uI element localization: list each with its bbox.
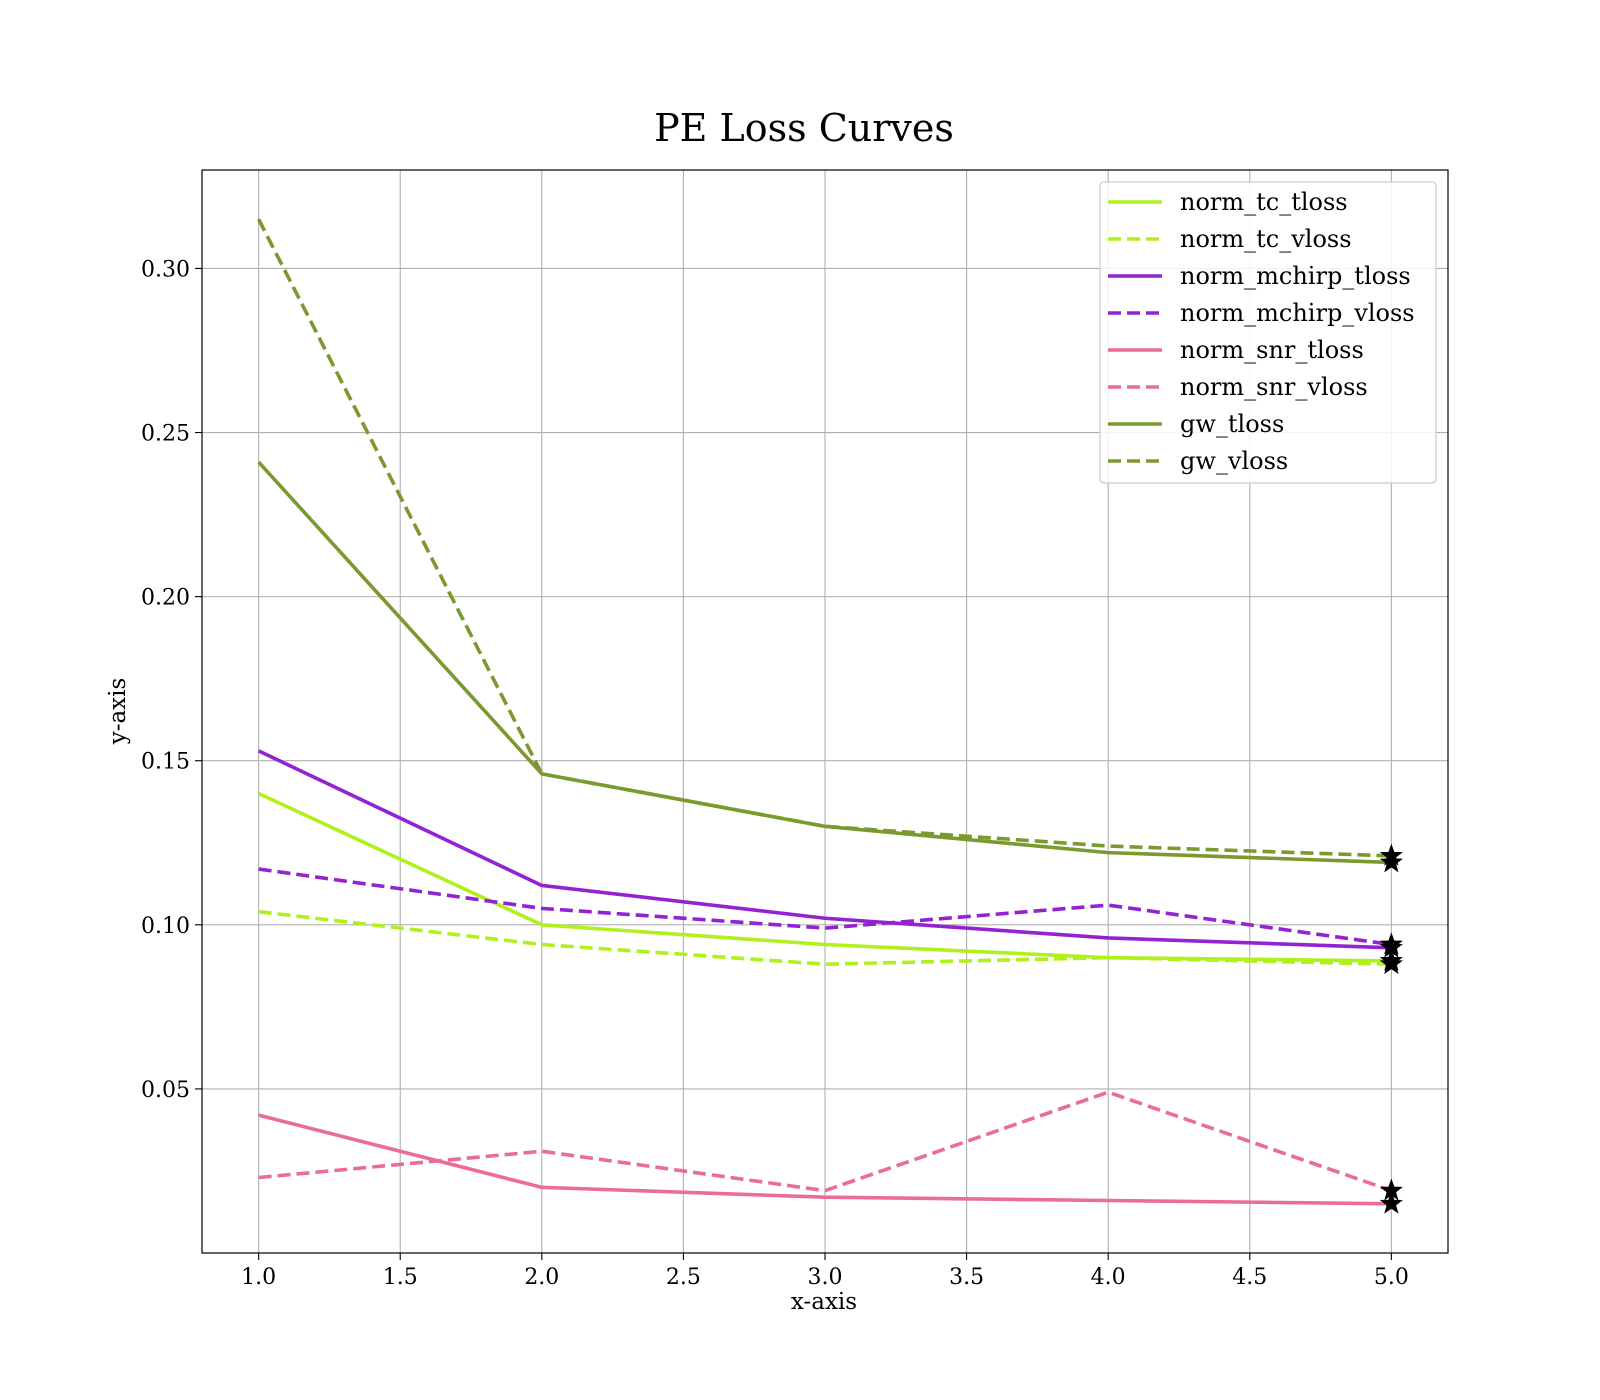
end-star-marker-gw_tloss (1379, 850, 1403, 873)
end-star-marker-norm_mchirp_vloss (1379, 932, 1403, 955)
x-axis-ticks: 1.0 1.5 2.0 2.5 3.0 3.5 4.0 4.5 5.0 (241, 1253, 1409, 1290)
legend-entries: norm_tc_tloss norm_tc_vloss norm_mchirp_tl… (1108, 188, 1415, 475)
legend-label-norm_snr_vloss: norm_snr_vloss (1180, 373, 1368, 401)
x-tick-label: 3.0 (808, 1265, 843, 1290)
legend-label-gw_tloss: gw_tloss (1180, 410, 1284, 438)
series-line-norm_mchirp_tloss (257, 749, 1392, 950)
end-star-marker-norm_snr_tloss (1379, 1191, 1403, 1214)
x-axis-label: x-axis (791, 1289, 857, 1315)
x-tick-label: 4.0 (1091, 1265, 1126, 1290)
x-tick-label: 1.0 (241, 1265, 276, 1290)
x-tick-label: 2.5 (666, 1265, 701, 1290)
y-axis-ticks: 0.05 0.10 0.15 0.20 0.25 0.30 (141, 257, 202, 1103)
series-line-gw_tloss (257, 460, 1392, 865)
y-tick-label: 0.25 (141, 422, 190, 447)
series-lines (257, 218, 1392, 1206)
end-markers (1379, 843, 1403, 1214)
end-star-marker-gw_vloss (1379, 843, 1403, 866)
y-tick-label: 0.15 (141, 750, 190, 775)
legend-label-norm_snr_tloss: norm_snr_tloss (1180, 336, 1364, 364)
legend-label-norm_mchirp_tloss: norm_mchirp_tloss (1180, 262, 1411, 290)
legend-label-norm_tc_vloss: norm_tc_vloss (1180, 225, 1352, 253)
legend-box (1099, 181, 1437, 484)
series-line-norm_tc_vloss (258, 909, 1392, 967)
chart-title: PE Loss Curves (654, 106, 954, 150)
end-star-marker-norm_tc_vloss (1379, 952, 1403, 975)
legend-label-gw_vloss: gw_vloss (1180, 447, 1288, 475)
x-tick-label: 4.5 (1232, 1265, 1267, 1290)
series-line-norm_snr_tloss (258, 1113, 1392, 1206)
x-tick-label: 1.5 (383, 1265, 418, 1290)
series-line-norm_mchirp_vloss (258, 867, 1392, 947)
y-tick-label: 0.20 (141, 586, 190, 611)
x-tick-label: 2.0 (524, 1265, 559, 1290)
x-tick-label: 3.5 (949, 1265, 984, 1290)
end-star-marker-norm_snr_vloss (1379, 1178, 1403, 1201)
y-tick-label: 0.05 (141, 1078, 190, 1103)
y-tick-label: 0.10 (141, 914, 190, 939)
y-tick-label: 0.30 (141, 257, 190, 282)
series-line-norm_snr_vloss (258, 1090, 1392, 1193)
legend: norm_tc_tloss norm_tc_vloss norm_mchirp_tl… (1099, 181, 1437, 484)
y-axis-label: y-axis (105, 678, 131, 746)
x-tick-label: 5.0 (1374, 1265, 1409, 1290)
legend-label-norm_mchirp_vloss: norm_mchirp_vloss (1180, 299, 1415, 327)
legend-label-norm_tc_tloss: norm_tc_tloss (1180, 188, 1348, 216)
series-line-norm_tc_tloss (257, 791, 1392, 963)
